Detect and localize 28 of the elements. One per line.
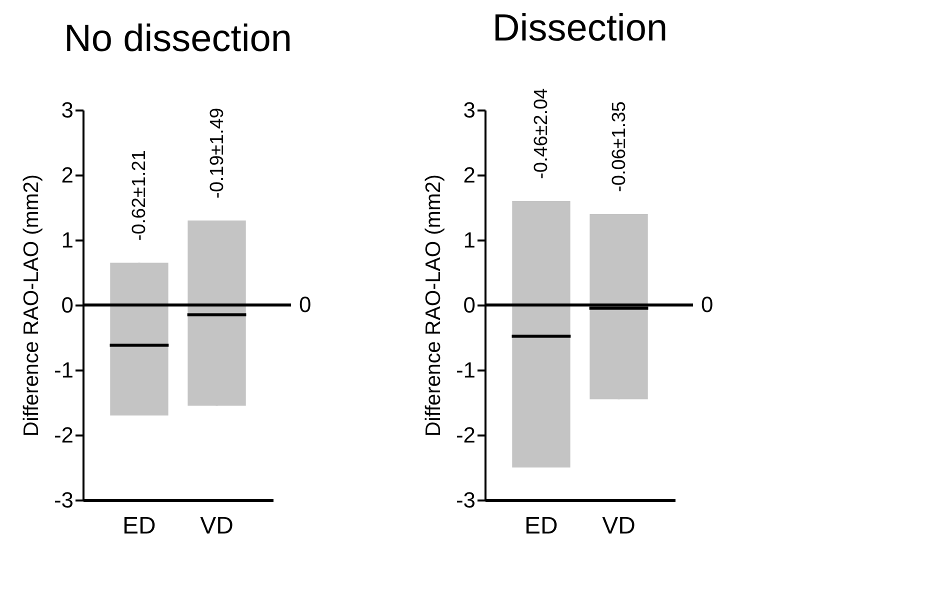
annotation: -0.62±1.21	[129, 150, 150, 241]
annotation: -0.19±1.49	[206, 108, 228, 198]
y-axis-title: Difference RAO-LAO (mm2)	[422, 174, 445, 437]
y-tick-label: 0	[61, 292, 74, 318]
annotation: -0.06±1.35	[608, 101, 630, 192]
y-tick-label: 2	[463, 162, 476, 188]
chart-title: Dissection	[492, 7, 668, 50]
y-tick-label: 1	[463, 228, 476, 252]
y-tick-label: -1	[456, 358, 476, 382]
chart-title: No dissection	[64, 18, 292, 60]
y-tick-label: -3	[54, 488, 74, 512]
y-tick-label: 1	[61, 228, 74, 252]
x-tick-label: ED	[524, 512, 558, 540]
x-tick-label: VD	[602, 512, 636, 540]
y-tick-label: -2	[456, 422, 476, 448]
y-tick-label: -3	[456, 488, 476, 512]
ref-line-label: 0	[701, 292, 714, 317]
ref-line-label: 0	[299, 292, 312, 317]
y-tick-label: -2	[54, 422, 74, 448]
x-tick-label: ED	[122, 512, 156, 540]
y-tick-label: 3	[61, 98, 74, 122]
annotation: -0.46±2.04	[531, 88, 552, 179]
x-tick-label: VD	[200, 512, 234, 540]
y-tick-label: 3	[463, 98, 476, 122]
y-tick-label: 2	[61, 162, 74, 188]
y-tick-label: -1	[54, 358, 74, 382]
y-tick-label: 0	[463, 292, 476, 318]
y-axis-title: Difference RAO-LAO (mm2)	[20, 174, 43, 437]
